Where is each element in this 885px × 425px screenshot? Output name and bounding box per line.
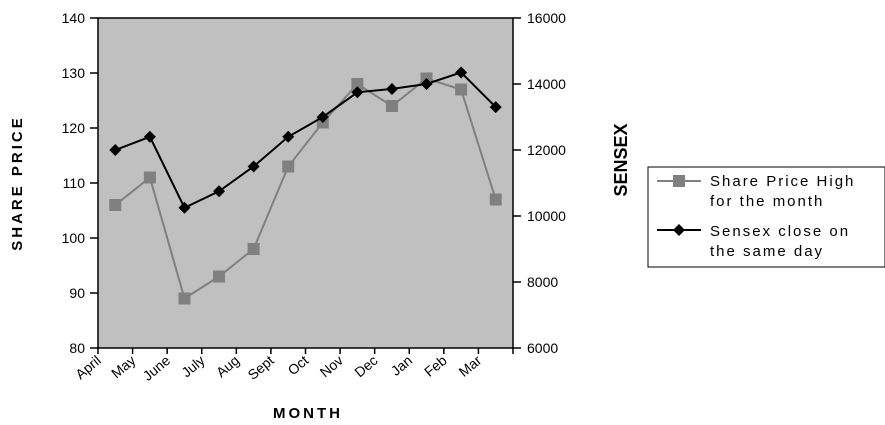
x-tick-label: July [178,352,207,380]
sensex-point [351,86,364,99]
legend: Share Price High for the month Sensex cl… [647,166,885,268]
x-tick-label: Feb [421,352,450,380]
x-tick-label: May [108,352,139,381]
x-tick-label: Sept [244,352,276,383]
x-tick-label: Nov [317,352,346,380]
share-price-point [455,83,468,96]
sensex-point [489,101,502,114]
y-axis-title: SHARE PRICE [9,115,26,251]
y-tick-label: 80 [69,340,85,356]
x-tick-label: Jan [388,352,416,379]
sensex-point [109,144,122,156]
plot-area [97,17,514,349]
y-tick-label: 110 [63,175,86,191]
x-tick-label: Dec [351,352,380,380]
y2-tick-label: 10000 [527,208,566,224]
y2-tick-label: 16000 [527,10,566,26]
share-price-point [109,199,122,211]
x-tick-label: Mar [456,352,485,380]
legend-label-share-price-line2: for the month [710,193,824,210]
legend-item-share-price: Share Price High for the month [657,173,855,210]
sensex-point [247,160,260,173]
x-axis-title: MONTH [273,405,343,422]
x-tick-label: Aug [213,352,242,380]
x-axis: April May June July Aug Sept Oct Nov Dec Jan Feb Ma… [72,348,514,384]
x-tick-label: April [72,352,104,382]
legend-label-sensex-line1: Sensex close on [710,223,850,240]
y-tick-label: 120 [62,120,86,136]
sensex-point [455,66,468,79]
legend-label-share-price-line1: Share Price High [710,173,855,190]
left-axis: 80 90 100 110 120 130 140 [62,10,98,356]
share-price-point [143,171,156,184]
sensex-point [178,201,191,214]
sensex-point [143,130,156,143]
y-tick-label: 90 [69,285,85,301]
x-tick-label: Oct [284,352,311,378]
legend-item-sensex: Sensex close on the same day [657,223,850,260]
sensex-line [114,71,497,210]
y2-tick-label: 12000 [527,142,566,158]
y-tick-label: 100 [62,230,86,246]
y-tick-label: 140 [62,10,86,26]
y2-axis-title: SENSEX [611,123,631,196]
right-axis: 6000 8000 10000 12000 14000 16000 [513,10,566,356]
series-layer [109,66,502,305]
share-price-point [178,292,191,305]
sensex-point [282,130,295,143]
y2-tick-label: 14000 [527,76,566,92]
y2-tick-label: 8000 [527,274,558,290]
y2-tick-label: 6000 [527,340,558,356]
legend-label-sensex-line2: the same day [710,243,824,260]
share-price-point [213,270,226,283]
y-tick-label: 130 [62,65,86,81]
share-price-point [489,193,502,206]
legend-box [647,166,885,268]
x-tick-label: June [140,352,174,384]
sensex-point [316,111,329,123]
sensex-point [420,78,433,90]
share-price-point [247,243,260,255]
sensex-point [385,82,398,95]
share-price-point [385,100,398,112]
share-price-point [282,160,295,173]
sensex-point [213,185,226,198]
legend-marker-diamond [673,224,685,236]
share-price-point [351,78,364,90]
legend-marker-square [673,175,685,187]
